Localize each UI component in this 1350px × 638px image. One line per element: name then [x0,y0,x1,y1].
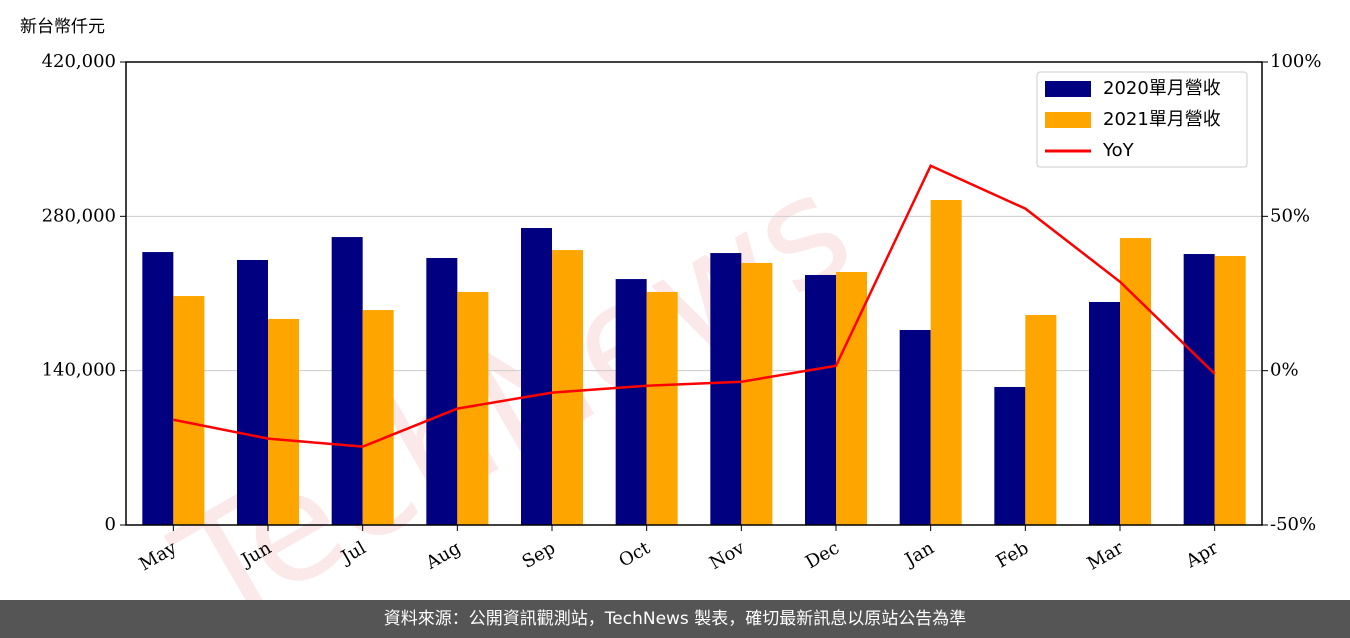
bar [173,296,205,525]
bar [615,279,647,525]
legend-swatch [1045,81,1091,97]
y-tick-label: 0 [105,514,116,535]
x-tick-label: Feb [993,537,1033,572]
bar [1120,238,1151,525]
y2-tick-label: -50% [1270,514,1316,535]
bar [1183,254,1215,525]
y-tick-label: 140,000 [42,360,116,381]
y-tick-label: 280,000 [42,205,116,226]
bar [237,259,268,525]
y2-tick-label: 100% [1270,51,1321,72]
legend-label: 2020單月營收 [1103,78,1221,99]
bar [521,228,552,526]
x-tick-label: Mar [1084,537,1128,574]
x-tick-label: Jan [900,537,938,571]
legend-label: YoY [1102,140,1135,161]
y2-tick-label: 50% [1270,205,1310,226]
bar [805,274,836,525]
x-tick-label: Nov [706,537,749,574]
legend-swatch [1045,112,1091,128]
x-tick-label: Apr [1182,537,1222,572]
bar [1214,256,1246,525]
bar [646,291,678,525]
x-tick-label: Oct [615,537,654,572]
bar [426,258,458,525]
bar [142,252,174,525]
plot-frame [125,61,1263,526]
bar [362,310,394,525]
y2-tick-label: 0% [1270,360,1299,381]
bar [994,386,1026,525]
footer: 資料來源：公開資訊觀測站，TechNews 製表，確切最新訊息以原站公告為準 [0,600,1350,638]
bar [899,329,931,525]
bar [552,250,583,525]
bar [710,253,742,526]
bar [1089,301,1120,525]
bar [930,200,962,525]
x-tick-label: Sep [519,537,559,572]
x-tick-label: Dec [802,537,843,573]
bar [1025,314,1057,525]
y-tick-label: 420,000 [42,51,116,72]
bar [268,318,299,525]
bar [331,237,363,525]
yoy-line [173,164,1216,448]
chart: TechNews 新台幣仟元 0140,000280,000420,000-50… [20,17,1321,600]
bar [836,272,867,525]
legend-label: 2021單月營收 [1103,109,1221,130]
y-axis-label: 新台幣仟元 [20,17,105,37]
bar [741,262,773,525]
